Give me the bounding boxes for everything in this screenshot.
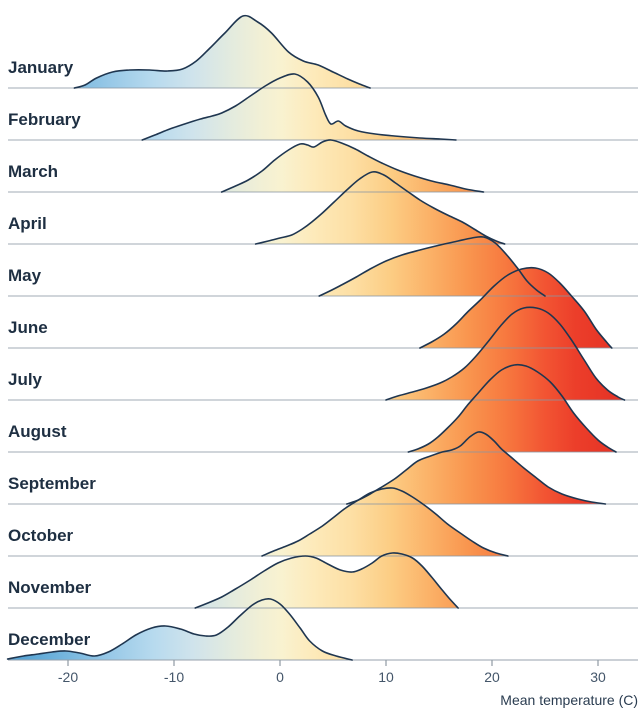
month-label-february: February <box>8 110 81 129</box>
ridge-fill-january <box>74 15 371 89</box>
month-label-may: May <box>8 266 42 285</box>
ridge-fill-november <box>195 552 459 608</box>
ridge-fill-october <box>262 487 508 556</box>
month-label-april: April <box>8 214 47 233</box>
x-axis-title: Mean temperature (C) <box>500 692 638 708</box>
ridge-outline-july <box>385 306 626 401</box>
x-tick-label--10: -10 <box>164 669 184 685</box>
ridge-fills-layer <box>7 15 625 660</box>
month-label-december: December <box>8 630 91 649</box>
month-label-july: July <box>8 370 43 389</box>
ridge-outline-may <box>318 235 546 297</box>
ridge-outline-march <box>220 139 485 193</box>
month-label-october: October <box>8 526 74 545</box>
x-axis: -20 -10 0 10 20 30 <box>58 660 606 685</box>
ridge-fill-march <box>221 139 484 192</box>
month-label-january: January <box>8 58 74 77</box>
ridge-fill-august <box>408 364 616 452</box>
x-tick-label-30: 30 <box>590 669 606 685</box>
ridge-outline-december <box>6 597 353 661</box>
ridge-outline-september <box>346 431 607 505</box>
ridge-fill-september <box>346 431 606 504</box>
ridge-outline-april <box>254 171 506 245</box>
x-tick-label-0: 0 <box>276 669 284 685</box>
ridge-outline-june <box>419 266 613 349</box>
ridge-fill-april <box>255 171 505 244</box>
month-label-september: September <box>8 474 96 493</box>
ridge-outlines-layer <box>6 14 626 661</box>
x-tick-label-20: 20 <box>484 669 500 685</box>
month-label-august: August <box>8 422 67 441</box>
x-tick-label-10: 10 <box>378 669 394 685</box>
month-label-june: June <box>8 318 48 337</box>
ridge-outline-february <box>141 73 457 141</box>
ridge-fill-february <box>142 73 456 140</box>
ridge-outline-january <box>73 14 371 89</box>
ridge-outline-november <box>194 552 459 609</box>
month-label-march: March <box>8 162 58 181</box>
ridge-outline-october <box>261 487 509 557</box>
ridge-fill-may <box>319 236 545 296</box>
month-label-november: November <box>8 578 92 597</box>
month-labels-layer: January February March April May June July Augu… <box>8 58 96 649</box>
ridge-outline-august <box>407 363 617 453</box>
baselines-layer <box>8 87 638 661</box>
x-tick-label--20: -20 <box>58 669 78 685</box>
